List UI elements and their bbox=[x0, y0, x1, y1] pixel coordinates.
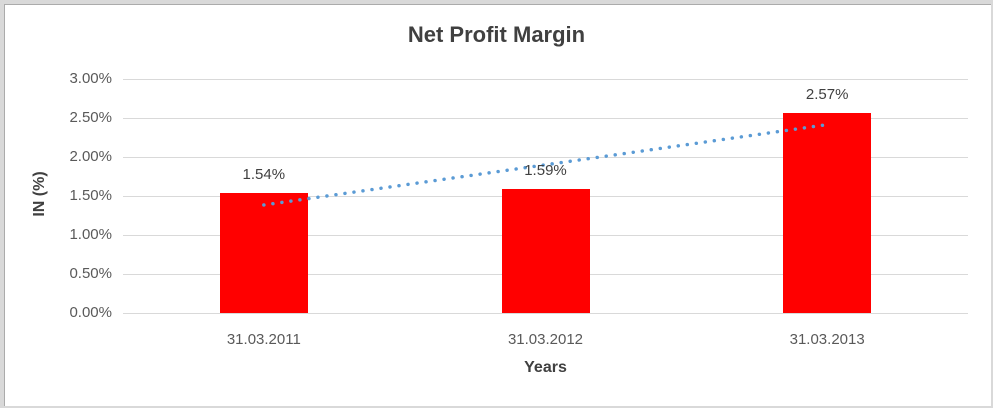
bar bbox=[501, 188, 590, 313]
bar-data-label: 2.57% bbox=[805, 85, 849, 103]
y-axis-tick-label: 2.00% bbox=[69, 148, 112, 165]
chart-title: Net Profit Margin bbox=[407, 22, 586, 47]
gridline bbox=[123, 78, 968, 80]
x-axis-title: Years bbox=[524, 359, 567, 376]
bar-data-label: 1.54% bbox=[242, 165, 286, 183]
gridline bbox=[123, 312, 968, 314]
bar bbox=[219, 192, 308, 313]
y-axis-tick-label: 3.00% bbox=[69, 70, 112, 87]
x-axis-tick-label: 31.03.2013 bbox=[789, 331, 865, 348]
bar-data-label: 1.59% bbox=[524, 161, 567, 179]
y-axis-tick-label: 0.00% bbox=[69, 304, 112, 321]
y-axis-tick-label: 0.50% bbox=[69, 265, 112, 282]
x-axis-tick-label: 31.03.2011 bbox=[226, 331, 301, 348]
y-axis-tick-label: 1.50% bbox=[69, 187, 112, 204]
y-axis-tick-label: 2.50% bbox=[69, 109, 112, 126]
y-axis-tick-label: 1.00% bbox=[69, 226, 112, 243]
x-axis-tick-label: 31.03.2012 bbox=[507, 331, 584, 348]
gridline bbox=[123, 117, 968, 119]
bar bbox=[783, 112, 872, 313]
